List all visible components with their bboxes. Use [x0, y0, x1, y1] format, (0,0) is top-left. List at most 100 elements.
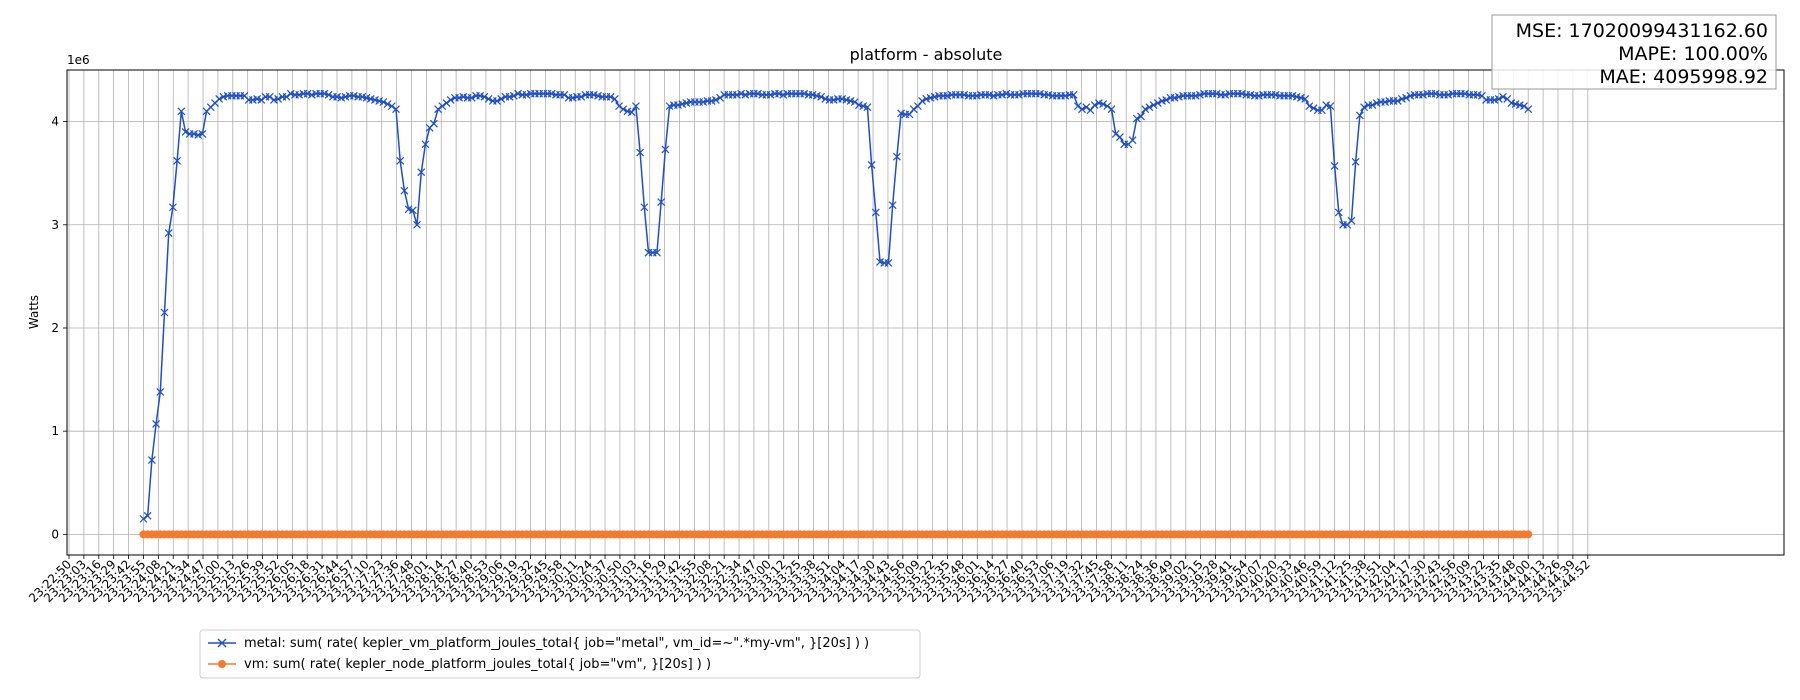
data-point-metal [446, 96, 455, 104]
data-point-metal [610, 94, 619, 103]
grid [67, 70, 1784, 555]
y-tick-label: 1 [51, 424, 59, 438]
data-point-metal [640, 203, 649, 212]
data-point-metal [147, 456, 156, 464]
data-point-metal [1082, 103, 1091, 112]
data-point-metal [1318, 106, 1326, 115]
data-point-metal [257, 96, 266, 104]
data-point-metal [1099, 100, 1108, 108]
data-point-metal [619, 105, 628, 114]
data-point-metal [143, 511, 152, 520]
data-point-metal [871, 208, 880, 217]
data-point-metal [1145, 103, 1154, 112]
data-point-metal [429, 119, 438, 128]
legend-marker-vm-dot [218, 660, 226, 668]
data-point-metal [198, 130, 207, 138]
data-point-metal [1351, 157, 1360, 166]
data-point-metal [152, 420, 161, 428]
data-point-metal [156, 388, 165, 396]
data-point-metal [577, 92, 586, 101]
data-point-metal [421, 140, 430, 149]
data-point-metal [438, 102, 447, 111]
y-axis: 0 1 2 3 4 [51, 115, 67, 541]
data-point-metal [139, 514, 148, 523]
data-point-metal [160, 308, 169, 317]
data-point-metal [1355, 111, 1364, 120]
data-point-metal [1132, 114, 1141, 123]
data-point-metal [1153, 99, 1162, 107]
data-point-metal [282, 92, 291, 101]
data-point-metal [379, 98, 388, 106]
data-point-metal [867, 161, 876, 169]
data-point-metal [615, 102, 623, 111]
data-point-metal [657, 198, 666, 207]
data-point-metal [509, 91, 518, 100]
data-point-metal [177, 107, 186, 116]
data-point-metal [888, 201, 897, 210]
data-point-metal [168, 203, 177, 212]
y-tick-label: 0 [51, 527, 59, 541]
data-point-metal [1330, 162, 1339, 170]
data-point-metal [1103, 102, 1112, 111]
y-tick-label: 3 [51, 218, 59, 232]
data-point-metal [400, 186, 409, 195]
data-point-vm [1524, 530, 1533, 539]
data-point-metal [661, 145, 670, 154]
y-multiplier: 1e6 [67, 53, 90, 67]
data-point-metal [480, 92, 489, 101]
data-point-metal [884, 259, 893, 267]
data-point-metal [913, 102, 922, 111]
data-point-metal [711, 96, 720, 104]
data-point-metal [164, 229, 173, 237]
data-point-metal [324, 90, 333, 99]
data-point-metal [850, 98, 859, 106]
data-point-metal [1309, 104, 1318, 113]
data-point-metal [892, 152, 901, 161]
stat-mse: MSE: 17020099431162.60 [1516, 20, 1768, 42]
data-point-metal [1347, 216, 1356, 225]
data-point-metal [905, 110, 914, 119]
data-point-metal [173, 156, 182, 165]
data-point-metal [653, 248, 661, 257]
data-point-metal [413, 220, 421, 229]
data-point-metal [417, 168, 426, 177]
data-point-metal [1524, 105, 1533, 114]
data-point-metal [631, 102, 640, 111]
data-point-metal [1334, 208, 1343, 217]
stats-box: MSE: 17020099431162.60 MAPE: 100.00% MAE… [1491, 14, 1777, 90]
data-point-metal [1137, 112, 1145, 121]
data-point-metal [215, 94, 224, 103]
data-point-metal [1393, 97, 1402, 105]
series-markers-metal [139, 89, 1533, 523]
data-point-metal [1326, 102, 1335, 111]
legend-label-metal: metal: sum( rate( kepler_vm_platform_jou… [244, 636, 869, 651]
legend: metal: sum( rate( kepler_vm_platform_jou… [199, 629, 921, 679]
data-point-metal [396, 156, 405, 165]
legend-label-vm: vm: sum( rate( kepler_node_platform_joul… [244, 657, 711, 672]
chart-title: platform - absolute [850, 45, 1003, 64]
data-point-metal [1360, 103, 1368, 112]
data-point-metal [1499, 92, 1507, 101]
data-point-metal [1090, 101, 1099, 110]
data-point-metal [817, 92, 826, 101]
data-point-metal [265, 92, 274, 101]
data-point-metal [1107, 105, 1116, 114]
data-point-metal [442, 99, 451, 107]
legend-frame [199, 629, 921, 679]
data-point-metal [1368, 101, 1377, 110]
data-point-metal [497, 94, 506, 103]
data-point-metal [1128, 136, 1137, 145]
data-point-metal [467, 93, 476, 102]
data-point-metal [493, 97, 501, 105]
data-point-metal [716, 93, 725, 102]
data-point-metal [181, 127, 190, 136]
data-point-metal [918, 97, 927, 105]
data-point-metal [863, 103, 872, 112]
data-point-metal [274, 94, 283, 103]
data-point-metal [909, 105, 918, 114]
data-point-metal [627, 108, 636, 117]
plot-area [66, 69, 1785, 556]
data-point-metal [408, 206, 417, 215]
series-markers-vm [139, 530, 1533, 539]
data-point-metal [1149, 101, 1158, 110]
